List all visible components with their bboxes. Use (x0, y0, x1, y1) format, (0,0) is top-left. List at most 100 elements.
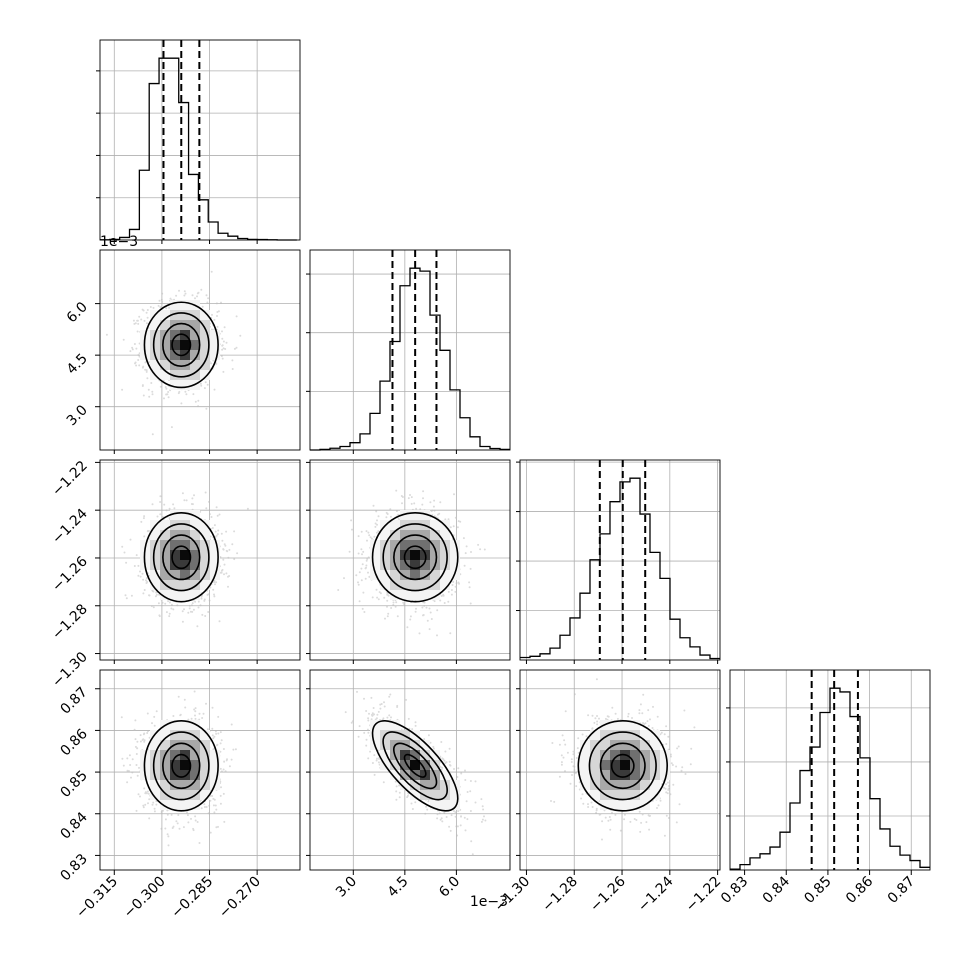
x-tick-label: 0.84 (760, 873, 793, 906)
density-cell (640, 770, 650, 780)
density-cell (620, 770, 630, 780)
density-cell (200, 550, 210, 560)
y-tick-label: −1.30 (49, 649, 91, 691)
axes-frame (729, 669, 931, 871)
density-cell (210, 350, 220, 360)
density-cell (590, 790, 600, 800)
density-cell (170, 590, 180, 600)
density-cell (640, 740, 650, 750)
density-cell (420, 590, 430, 600)
axes-frame (309, 669, 511, 871)
x-tick-label: 0.87 (885, 874, 918, 907)
density-cell (440, 800, 450, 810)
y-offset-label: 1e−3 (100, 234, 138, 250)
y-tick-label: −1.26 (49, 553, 91, 595)
density-cell (200, 310, 210, 320)
joint-panel-0 (99, 249, 301, 451)
density-cell (200, 350, 210, 360)
contour-line (171, 333, 192, 357)
density-cell (400, 770, 410, 780)
contour-line (162, 534, 201, 581)
density-cell (380, 530, 390, 540)
density-cell (400, 510, 410, 520)
density-cell (600, 760, 610, 770)
contour-line (577, 720, 668, 812)
density-cell (150, 320, 160, 330)
density-cell (170, 340, 180, 350)
density-cell (200, 760, 210, 770)
density-cell (190, 800, 200, 810)
x-tick-label: −1.28 (539, 874, 581, 916)
contour-line (143, 512, 219, 603)
density-cell (200, 580, 210, 590)
contour-line (599, 742, 646, 790)
density-cell (170, 330, 180, 340)
density-cell (160, 370, 170, 380)
density-cell (610, 750, 620, 760)
density-cell (160, 790, 170, 800)
density-cell (180, 800, 190, 810)
density-cell (650, 760, 660, 770)
density-cell (190, 560, 200, 570)
density-cell (380, 580, 390, 590)
density-cell (620, 760, 630, 770)
density-cell (430, 790, 440, 800)
density-cell (450, 560, 460, 570)
axes-frame (309, 249, 511, 451)
density-cell (650, 790, 660, 800)
histogram-panel-0 (96, 39, 301, 241)
density-cell (190, 310, 200, 320)
density-cell (420, 560, 430, 570)
y-tick-label: 0.83 (57, 851, 90, 884)
density-cell (180, 720, 190, 730)
contour-line (403, 545, 427, 570)
density-cell (190, 540, 200, 550)
density-cell (390, 530, 400, 540)
contour-line (393, 534, 438, 581)
density-cell (440, 770, 450, 780)
density-cell (440, 530, 450, 540)
histogram-step (520, 477, 720, 660)
x-tick-label: −0.315 (73, 874, 121, 922)
x-tick-label: 0.83 (718, 874, 751, 907)
density-cell (590, 750, 600, 760)
density-cell (180, 740, 190, 750)
density-cell (610, 760, 620, 770)
x-tick-label: 3.0 (333, 874, 360, 901)
density-cell (170, 580, 180, 590)
density-cell (160, 800, 170, 810)
density-cell (160, 360, 170, 370)
density-cell (380, 570, 390, 580)
density-cell (170, 800, 180, 810)
density-cell (610, 790, 620, 800)
density-cell (380, 550, 390, 560)
density-cell (420, 760, 430, 770)
x-tick-label: 0.85 (801, 874, 834, 907)
density-cell (160, 550, 170, 560)
density-cell (190, 350, 200, 360)
contour-line (162, 322, 201, 367)
density-cell (420, 530, 430, 540)
density-cell (660, 750, 670, 760)
density-cell (370, 730, 380, 740)
density-cell (210, 770, 220, 780)
density-cell (170, 790, 180, 800)
density-cell (160, 520, 170, 530)
contour-line (152, 731, 210, 801)
density-cell (430, 780, 440, 790)
density-cell (390, 720, 400, 730)
density-cell (440, 570, 450, 580)
density-cell (160, 760, 170, 770)
density-cell (150, 570, 160, 580)
contour-line (382, 523, 448, 592)
density-cell (630, 720, 640, 730)
x-tick-label: −1.24 (635, 873, 677, 915)
density-cell (200, 370, 210, 380)
density-cell (390, 570, 400, 580)
contour-line (588, 731, 657, 801)
density-cell (660, 760, 670, 770)
density-cell (150, 740, 160, 750)
density-cell (420, 570, 430, 580)
y-tick-label: −1.22 (49, 458, 91, 500)
density-cell (390, 760, 400, 770)
